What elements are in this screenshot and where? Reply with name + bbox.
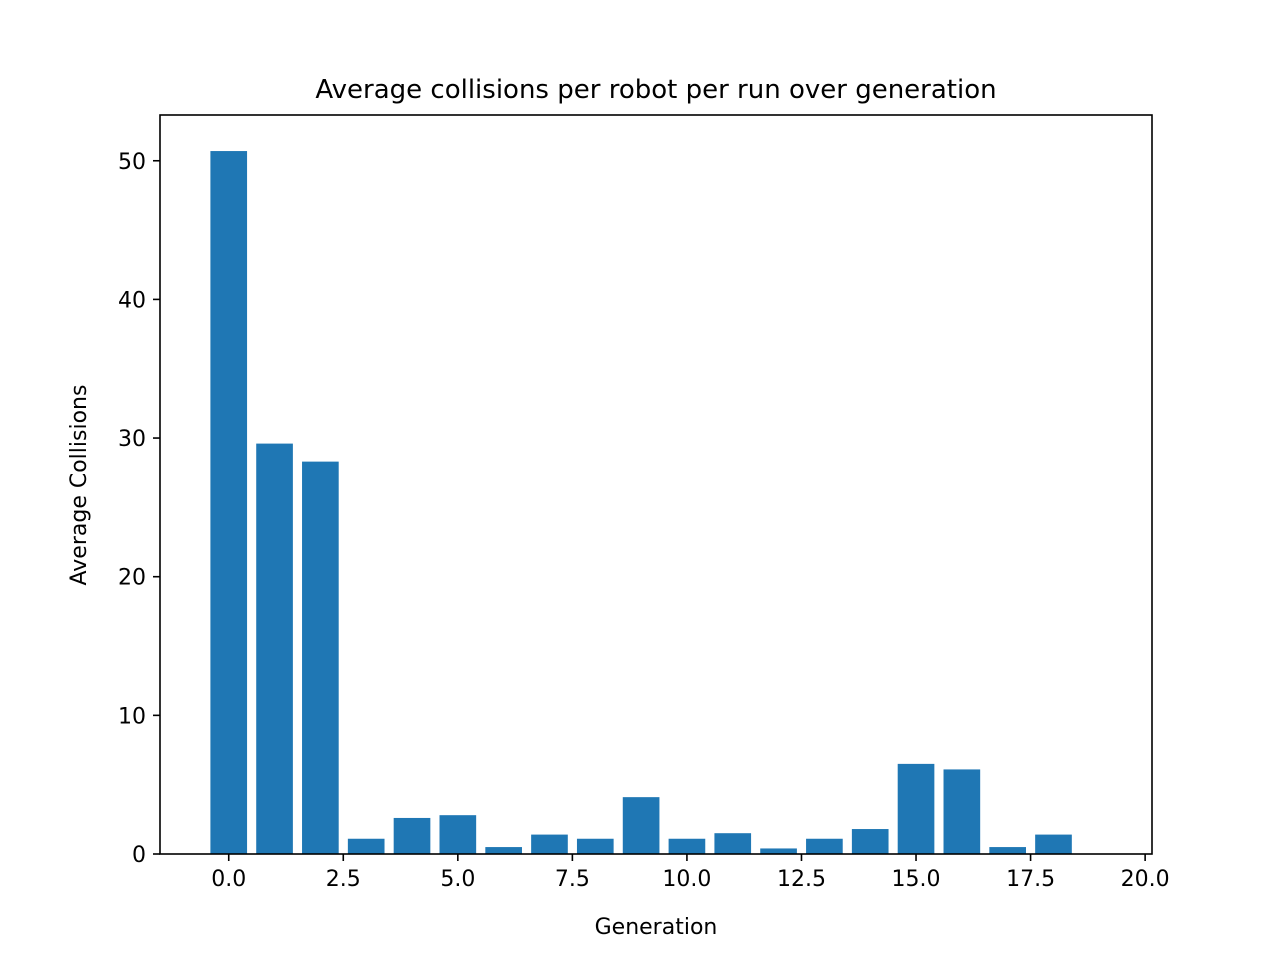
x-tick-label: 7.5 (555, 867, 590, 892)
x-tick-label: 17.5 (1006, 867, 1055, 892)
bar (622, 797, 660, 854)
bar (302, 461, 339, 854)
y-tick-label: 40 (118, 288, 146, 313)
y-axis-ticks: 0 10 20 30 40 50 (118, 150, 160, 868)
x-tick-label: 15.0 (892, 867, 941, 892)
y-tick-label: 50 (118, 150, 146, 175)
bar (256, 443, 293, 854)
x-axis-ticks: 0.0 2.5 5.0 7.5 10.0 12.5 15.0 17.5 20.0 (211, 854, 1170, 892)
bar (897, 763, 935, 854)
y-tick-label: 20 (118, 566, 146, 591)
bar (576, 838, 614, 854)
y-tick-label: 0 (132, 843, 146, 868)
bar (668, 838, 706, 854)
bar (393, 817, 431, 854)
bar (439, 815, 477, 854)
bar (943, 769, 981, 854)
y-tick-label: 10 (118, 704, 146, 729)
bars-group (210, 151, 1072, 855)
bar (1035, 834, 1072, 854)
x-tick-label: 5.0 (440, 867, 475, 892)
x-axis-label: Generation (595, 915, 718, 940)
bar (851, 829, 889, 854)
x-tick-label: 12.5 (777, 867, 826, 892)
bar (210, 151, 248, 855)
x-tick-label: 0.0 (211, 867, 246, 892)
bar (714, 833, 752, 854)
bar (806, 838, 843, 854)
x-tick-label: 2.5 (326, 867, 361, 892)
bar (485, 847, 522, 854)
bar (760, 848, 797, 854)
x-tick-label: 10.0 (662, 867, 711, 892)
y-axis-label: Average Collisions (67, 385, 92, 586)
bar (347, 838, 385, 854)
y-tick-label: 30 (118, 427, 146, 452)
chart-title: Average collisions per robot per run ove… (315, 75, 996, 105)
plot-frame (159, 114, 1153, 855)
bar (989, 847, 1026, 854)
bar (531, 834, 568, 854)
x-tick-label: 20.0 (1121, 867, 1170, 892)
